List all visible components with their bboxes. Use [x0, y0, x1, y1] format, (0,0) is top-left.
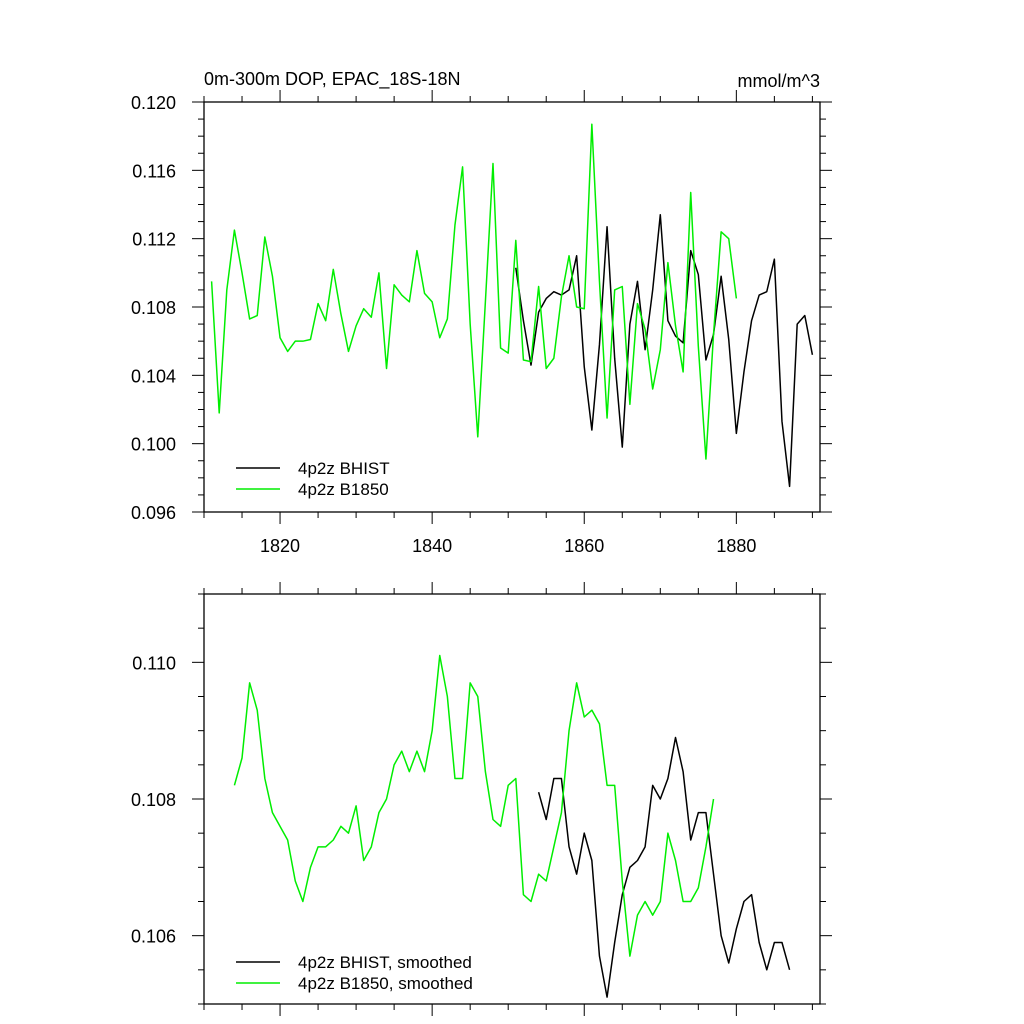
y-tick-label: 0.108 [131, 298, 176, 318]
x-tick-label: 1860 [564, 536, 604, 556]
x-tick-label: 1880 [716, 536, 756, 556]
y-tick-label: 0.110 [132, 653, 176, 673]
legend-label: 4p2z B1850, smoothed [298, 974, 473, 993]
figure-title-left: 0m-300m DOP, EPAC_18S-18N [204, 69, 460, 90]
plot-frame [203, 593, 821, 1005]
y-tick-label: 0.106 [131, 927, 176, 947]
y-tick-label: 0.108 [131, 790, 176, 810]
y-tick-label: 0.116 [132, 161, 176, 181]
y-tick-label: 0.112 [132, 230, 176, 250]
series-line-bhist [515, 214, 814, 488]
y-tick-label: 0.104 [131, 366, 176, 386]
series-line-b1850 [210, 123, 738, 460]
legend-label: 4p2z B1850 [298, 480, 389, 499]
y-tick-label: 0.100 [131, 435, 176, 455]
bottom-panel: 0.106 0.108 0.110 4p2z BHIST, smoothed 4p2z … [131, 582, 832, 1016]
figure-title-right: mmol/m^3 [738, 71, 820, 91]
legend-label: 4p2z BHIST, smoothed [298, 953, 472, 972]
top-panel: 1820 1840 1860 1880 0.096 0.100 0.104 0.108 0.11… [131, 90, 832, 556]
x-tick-label: 1820 [260, 536, 300, 556]
y-tick-label: 0.096 [131, 503, 176, 523]
series-line-bhist [537, 736, 791, 998]
legend-label: 4p2z BHIST [298, 459, 390, 478]
y-tick-label: 0.120 [131, 93, 176, 113]
x-tick-label: 1840 [412, 536, 452, 556]
series-line-b1850 [233, 654, 715, 957]
